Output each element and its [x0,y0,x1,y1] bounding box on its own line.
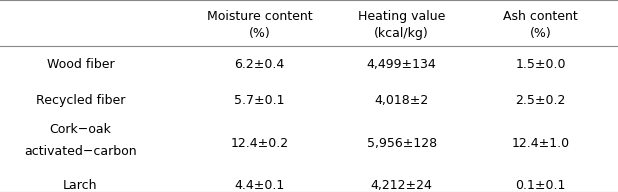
Text: 4,499±134: 4,499±134 [367,58,436,71]
Text: Wood fiber: Wood fiber [46,58,114,71]
Text: 12.4±1.0: 12.4±1.0 [512,137,570,150]
Text: 6.2±0.4: 6.2±0.4 [234,58,285,71]
Text: 4,212±24: 4,212±24 [371,179,433,192]
Text: 2.5±0.2: 2.5±0.2 [515,94,566,107]
Text: Recycled fiber: Recycled fiber [36,94,125,107]
Text: 1.5±0.0: 1.5±0.0 [515,58,566,71]
Text: 0.1±0.1: 0.1±0.1 [515,179,566,192]
Text: 4.4±0.1: 4.4±0.1 [234,179,285,192]
Text: Moisture content: Moisture content [207,10,312,23]
Text: (kcal/kg): (kcal/kg) [375,27,429,40]
Text: 5,956±128: 5,956±128 [366,137,437,150]
Text: activated−carbon: activated−carbon [24,145,137,158]
Text: (%): (%) [530,27,552,40]
Text: Heating value: Heating value [358,10,446,23]
Text: 5.7±0.1: 5.7±0.1 [234,94,285,107]
Text: Larch: Larch [63,179,98,192]
Text: Ash content: Ash content [504,10,578,23]
Text: Cork−oak: Cork−oak [49,123,111,136]
Text: 12.4±0.2: 12.4±0.2 [231,137,289,150]
Text: (%): (%) [248,27,271,40]
Text: 4,018±2: 4,018±2 [375,94,429,107]
